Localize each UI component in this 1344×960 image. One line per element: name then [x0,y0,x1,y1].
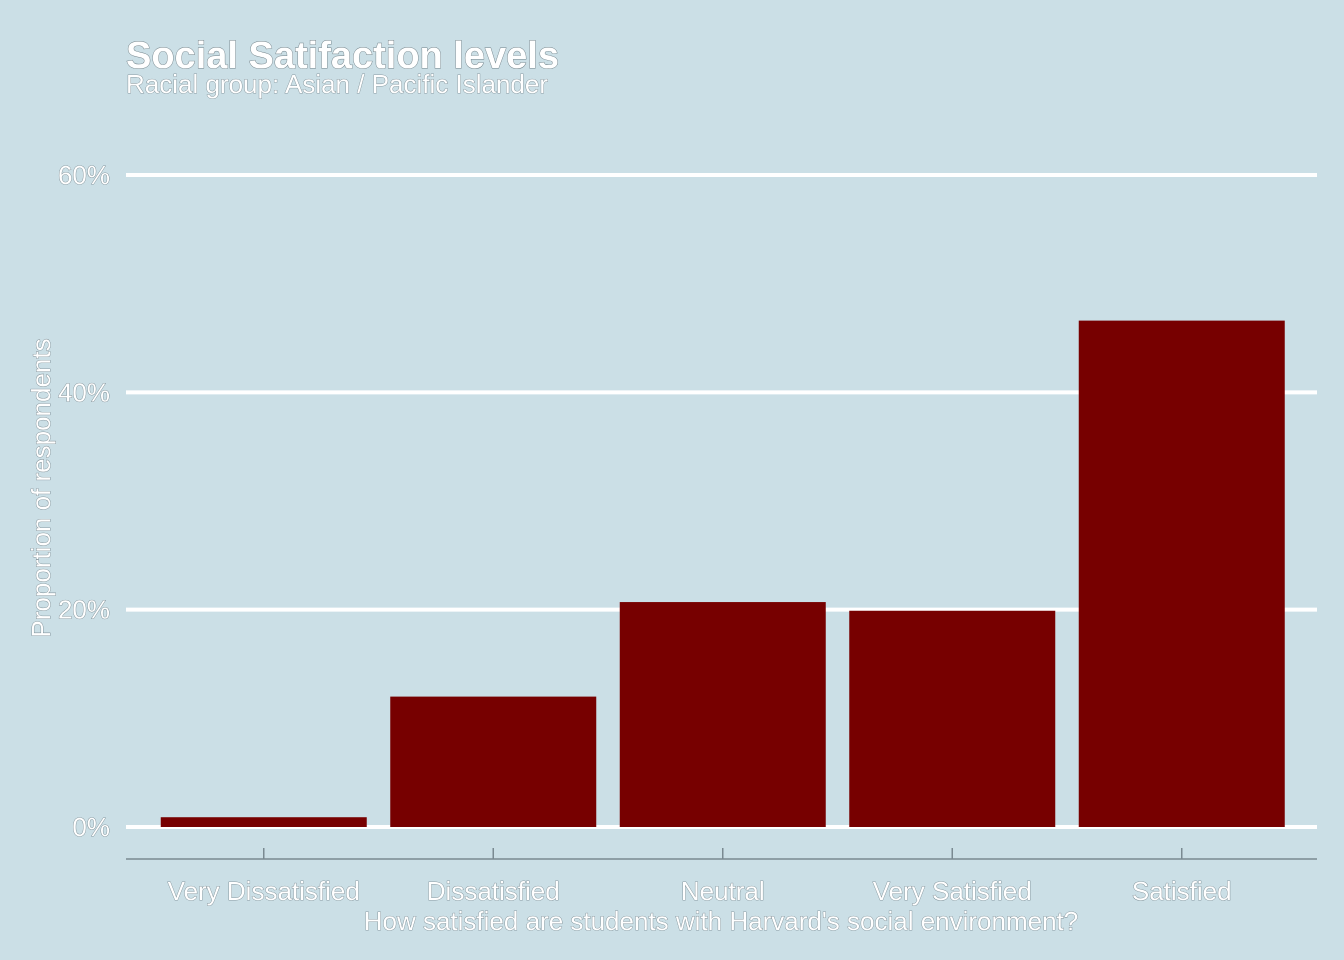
bar-neutral [619,602,826,827]
x-tick-label: Satisfied [1132,876,1232,906]
y-tick-label: 0% [72,812,110,842]
y-tick-label: 20% [58,595,110,625]
bar-very-satisfied [849,610,1056,827]
x-tick-label: Very Dissatisfied [168,876,360,906]
x-tick-label: Neutral [681,876,765,906]
x-axis-ticks: Very Dissatisfied Dissatisfied Neutral Very… [167,848,1232,906]
chart-title: Social Satifaction levels [126,35,559,77]
y-axis-title: Proportion of respondents [26,338,56,637]
y-tick-label: 40% [58,377,110,407]
bar-very-dissatisfied [160,817,367,827]
y-axis-tick-labels: 0% 20% 40% 60% [58,160,111,843]
bar-satisfied [1078,320,1285,827]
y-tick-label: 60% [58,160,110,190]
chart-subtitle: Racial group: Asian / Pacific Islander [126,69,548,99]
x-tick-label: Dissatisfied [427,876,560,906]
bars [160,320,1285,827]
bar-dissatisfied [390,696,597,827]
x-tick-label: Very Satisfied [873,876,1032,906]
x-axis-title: How satisfied are students with Harvard'… [364,906,1079,936]
